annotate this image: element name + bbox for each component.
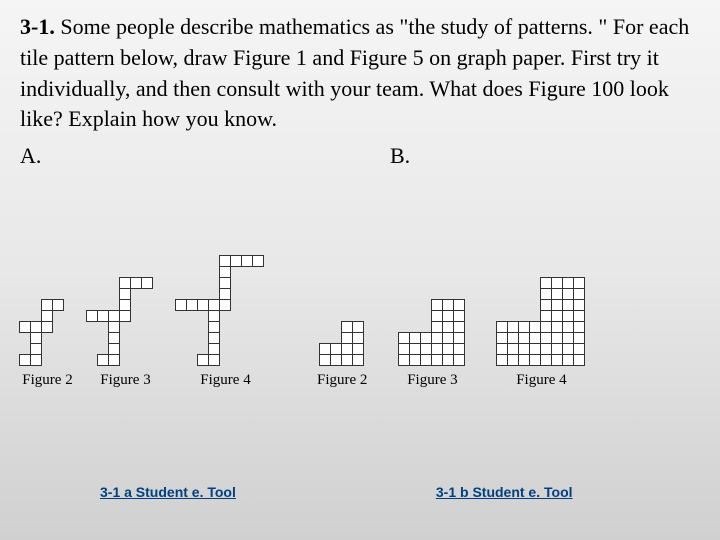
link-etool-b[interactable]: 3-1 b Student e. Tool: [436, 484, 573, 500]
problem-text: 3-1. Some people describe mathematics as…: [20, 12, 700, 135]
figures-row: Figure 2 Figure 3 Figure 4 Figure 2 Figu…: [20, 179, 700, 389]
pattern-b-fig3: Figure 3: [399, 300, 465, 389]
pattern-b-fig2: Figure 2: [317, 322, 367, 389]
section-b: Figure 2 Figure 3 Figure 4: [317, 278, 597, 389]
part-a-label: A.: [20, 143, 370, 169]
grid-a4: [176, 256, 275, 366]
grid-b3: [399, 300, 465, 366]
pattern-b-fig4: Figure 4: [497, 278, 585, 389]
fig-label: Figure 3: [100, 372, 150, 389]
problem-number: 3-1.: [20, 14, 55, 39]
pattern-a-fig3: Figure 3: [87, 278, 164, 389]
fig-label: Figure 3: [407, 372, 457, 389]
fig-label: Figure 2: [317, 372, 367, 389]
pattern-a-fig4: Figure 4: [176, 256, 275, 389]
fig-label: Figure 4: [516, 372, 566, 389]
fig-label: Figure 4: [200, 372, 250, 389]
grid-b2: [320, 322, 364, 366]
pattern-a-fig2: Figure 2: [20, 300, 75, 389]
links-row: 3-1 a Student e. Tool 3-1 b Student e. T…: [0, 484, 720, 500]
grid-a2: [20, 300, 75, 366]
fig-label: Figure 2: [22, 372, 72, 389]
parts-row: A. B.: [20, 143, 700, 169]
grid-b4: [497, 278, 585, 366]
link-etool-a[interactable]: 3-1 a Student e. Tool: [100, 484, 236, 500]
part-b-label: B.: [390, 143, 410, 169]
grid-a3: [87, 278, 164, 366]
problem-body: Some people describe mathematics as "the…: [20, 14, 689, 131]
